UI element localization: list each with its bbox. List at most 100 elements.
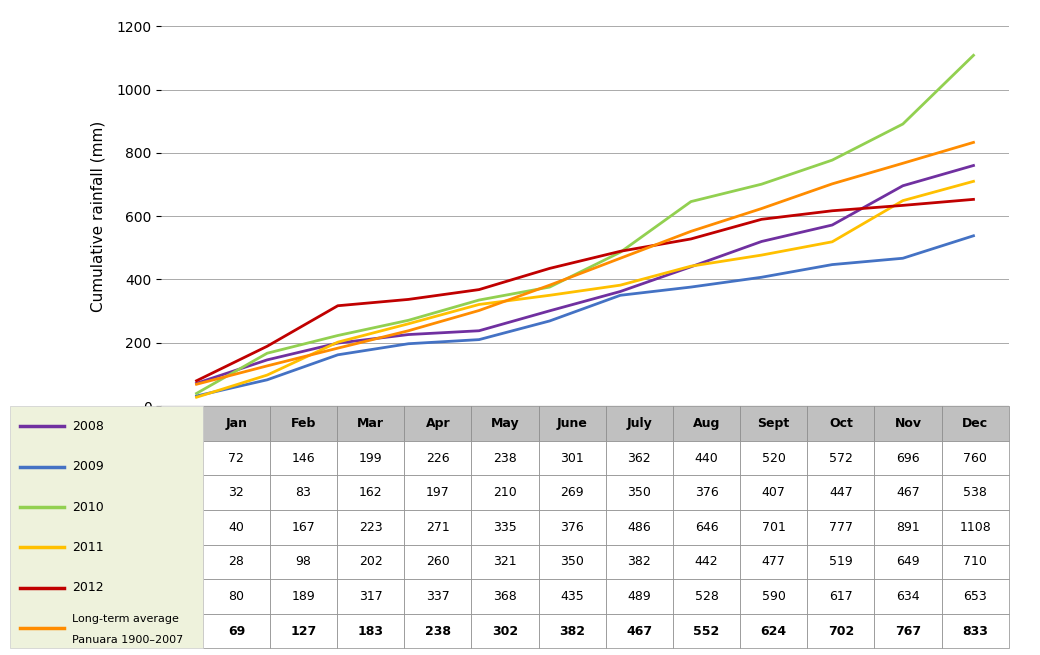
Text: 519: 519 xyxy=(829,555,853,569)
Bar xyxy=(203,579,270,614)
Text: 2011: 2011 xyxy=(72,541,104,554)
Text: 376: 376 xyxy=(561,521,584,534)
Text: 538: 538 xyxy=(963,486,987,499)
Bar xyxy=(740,544,807,579)
Bar xyxy=(875,476,941,510)
Text: 2012: 2012 xyxy=(72,582,104,594)
Bar xyxy=(203,406,270,441)
Text: 467: 467 xyxy=(896,486,920,499)
Text: 271: 271 xyxy=(426,521,449,534)
Bar xyxy=(941,544,1009,579)
Text: Dec: Dec xyxy=(962,417,988,430)
Bar xyxy=(203,476,270,510)
Text: 646: 646 xyxy=(695,521,719,534)
Bar xyxy=(807,441,875,476)
Bar xyxy=(337,441,405,476)
Text: 767: 767 xyxy=(895,625,921,637)
Text: 238: 238 xyxy=(493,451,517,464)
Text: 362: 362 xyxy=(627,451,651,464)
Bar xyxy=(203,441,270,476)
Text: 210: 210 xyxy=(493,486,517,499)
Text: May: May xyxy=(491,417,519,430)
Bar xyxy=(471,441,539,476)
Text: 199: 199 xyxy=(359,451,383,464)
Bar xyxy=(941,579,1009,614)
Bar xyxy=(270,441,337,476)
Bar xyxy=(405,476,471,510)
Bar xyxy=(740,406,807,441)
Text: 260: 260 xyxy=(426,555,449,569)
Text: 382: 382 xyxy=(627,555,651,569)
Bar xyxy=(740,476,807,510)
Bar xyxy=(740,579,807,614)
Bar xyxy=(807,510,875,544)
Bar xyxy=(605,476,673,510)
Bar xyxy=(605,441,673,476)
Text: 335: 335 xyxy=(493,521,517,534)
Bar xyxy=(539,476,605,510)
Bar xyxy=(807,476,875,510)
Text: 891: 891 xyxy=(896,521,920,534)
Text: 350: 350 xyxy=(561,555,584,569)
Bar xyxy=(875,406,941,441)
Bar xyxy=(941,406,1009,441)
Bar xyxy=(539,406,605,441)
Bar xyxy=(405,441,471,476)
Bar xyxy=(807,406,875,441)
Text: 226: 226 xyxy=(426,451,449,464)
Bar xyxy=(405,510,471,544)
Text: 702: 702 xyxy=(828,625,854,637)
Text: 317: 317 xyxy=(359,590,383,603)
Text: 710: 710 xyxy=(963,555,987,569)
Bar xyxy=(740,510,807,544)
Text: Oct: Oct xyxy=(829,417,853,430)
Bar xyxy=(605,510,673,544)
Bar xyxy=(539,579,605,614)
Text: Feb: Feb xyxy=(291,417,316,430)
Text: 127: 127 xyxy=(290,625,316,637)
Bar xyxy=(605,579,673,614)
Bar xyxy=(405,544,471,579)
Text: 183: 183 xyxy=(358,625,384,637)
Bar xyxy=(673,614,740,648)
Text: Aug: Aug xyxy=(693,417,721,430)
Bar xyxy=(807,544,875,579)
Y-axis label: Cumulative rainfall (mm): Cumulative rainfall (mm) xyxy=(90,121,105,312)
Text: 634: 634 xyxy=(896,590,919,603)
Text: 69: 69 xyxy=(228,625,245,637)
Bar xyxy=(337,614,405,648)
Text: 162: 162 xyxy=(359,486,383,499)
Text: Apr: Apr xyxy=(425,417,450,430)
Bar xyxy=(539,441,605,476)
Bar xyxy=(270,476,337,510)
Text: 28: 28 xyxy=(229,555,244,569)
Bar xyxy=(270,579,337,614)
Text: 72: 72 xyxy=(229,451,244,464)
Bar xyxy=(539,510,605,544)
Text: Long-term average: Long-term average xyxy=(72,614,179,624)
Text: Sept: Sept xyxy=(757,417,789,430)
Text: 467: 467 xyxy=(626,625,652,637)
Bar xyxy=(740,441,807,476)
Text: 833: 833 xyxy=(962,625,988,637)
Text: 98: 98 xyxy=(295,555,312,569)
Bar xyxy=(673,476,740,510)
Bar xyxy=(673,441,740,476)
Text: 202: 202 xyxy=(359,555,383,569)
Bar xyxy=(337,406,405,441)
Bar xyxy=(471,406,539,441)
Bar xyxy=(203,544,270,579)
Bar xyxy=(471,476,539,510)
Bar xyxy=(471,579,539,614)
Bar xyxy=(405,406,471,441)
Bar xyxy=(337,544,405,579)
Text: 440: 440 xyxy=(695,451,719,464)
Text: 653: 653 xyxy=(963,590,987,603)
Text: 197: 197 xyxy=(426,486,449,499)
Text: 2009: 2009 xyxy=(72,460,104,473)
Bar xyxy=(673,544,740,579)
Bar xyxy=(740,614,807,648)
Text: 572: 572 xyxy=(829,451,853,464)
Text: 238: 238 xyxy=(425,625,451,637)
Text: June: June xyxy=(556,417,588,430)
